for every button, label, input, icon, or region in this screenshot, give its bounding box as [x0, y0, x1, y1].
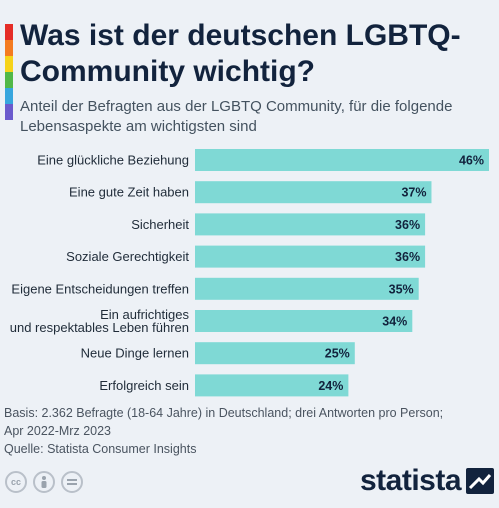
bar-6 — [195, 342, 355, 365]
bar-value-label-7: 24% — [318, 379, 343, 393]
cc-icon[interactable]: cc — [5, 471, 27, 493]
no-derivatives-icon[interactable] — [61, 471, 83, 493]
bar-value-label-3: 36% — [395, 250, 420, 264]
statista-logo-icon — [466, 468, 495, 494]
bar-value-label-2: 36% — [395, 218, 420, 232]
bar-2 — [195, 213, 426, 236]
chart-subtitle: Anteil der Befragten aus der LGBTQ Commu… — [20, 98, 453, 135]
rainbow-purple — [5, 104, 13, 120]
license-icons: cc — [5, 471, 83, 493]
chart-title: Was ist der deutschen LGBTQ-Community wi… — [20, 19, 461, 88]
rainbow-red — [5, 24, 13, 40]
rainbow-bar — [5, 24, 13, 120]
bar-value-label-1: 37% — [401, 186, 426, 200]
category-label-5: Ein aufrichtiges und respektables Leben f… — [10, 307, 190, 335]
category-label-0: Eine glückliche Beziehung — [37, 153, 189, 168]
rainbow-blue — [5, 88, 13, 104]
bar-1 — [195, 181, 432, 204]
category-label-7: Erfolgreich sein — [99, 378, 189, 393]
bar-value-label-6: 25% — [325, 347, 350, 361]
bar-chart: 46% Eine glückliche Beziehung 37% Eine gute… — [10, 149, 489, 397]
bar-value-label-5: 34% — [382, 315, 407, 329]
bar-value-label-4: 35% — [389, 282, 414, 296]
category-label-3: Soziale Gerechtigkeit — [66, 249, 189, 264]
brand-name: statista — [360, 464, 462, 497]
statista-logo[interactable]: statista — [360, 464, 495, 498]
bar-3 — [195, 245, 426, 268]
footer: Basis: 2.362 Befragte (18-64 Jahre) in D… — [4, 404, 494, 458]
category-label-6: Neue Dinge lernen — [81, 346, 189, 361]
basis-note-line-2: Apr 2022-Mrz 2023 — [4, 424, 112, 438]
category-label-1: Eine gute Zeit haben — [69, 185, 189, 200]
bar-5 — [195, 310, 413, 332]
source-note: Quelle: Statista Consumer Insights — [4, 442, 197, 456]
bar-4 — [195, 277, 419, 300]
rainbow-yellow — [5, 56, 13, 72]
bar-7 — [195, 374, 349, 397]
attribution-icon[interactable] — [33, 471, 55, 493]
rainbow-orange — [5, 40, 13, 56]
category-label-4: Eigene Entscheidungen treffen — [11, 281, 189, 296]
bar-value-label-0: 46% — [459, 154, 484, 168]
rainbow-green — [5, 72, 13, 88]
basis-note-line-1: Basis: 2.362 Befragte (18-64 Jahre) in D… — [4, 406, 444, 420]
bar-0 — [195, 149, 489, 171]
category-label-2: Sicherheit — [131, 217, 189, 232]
